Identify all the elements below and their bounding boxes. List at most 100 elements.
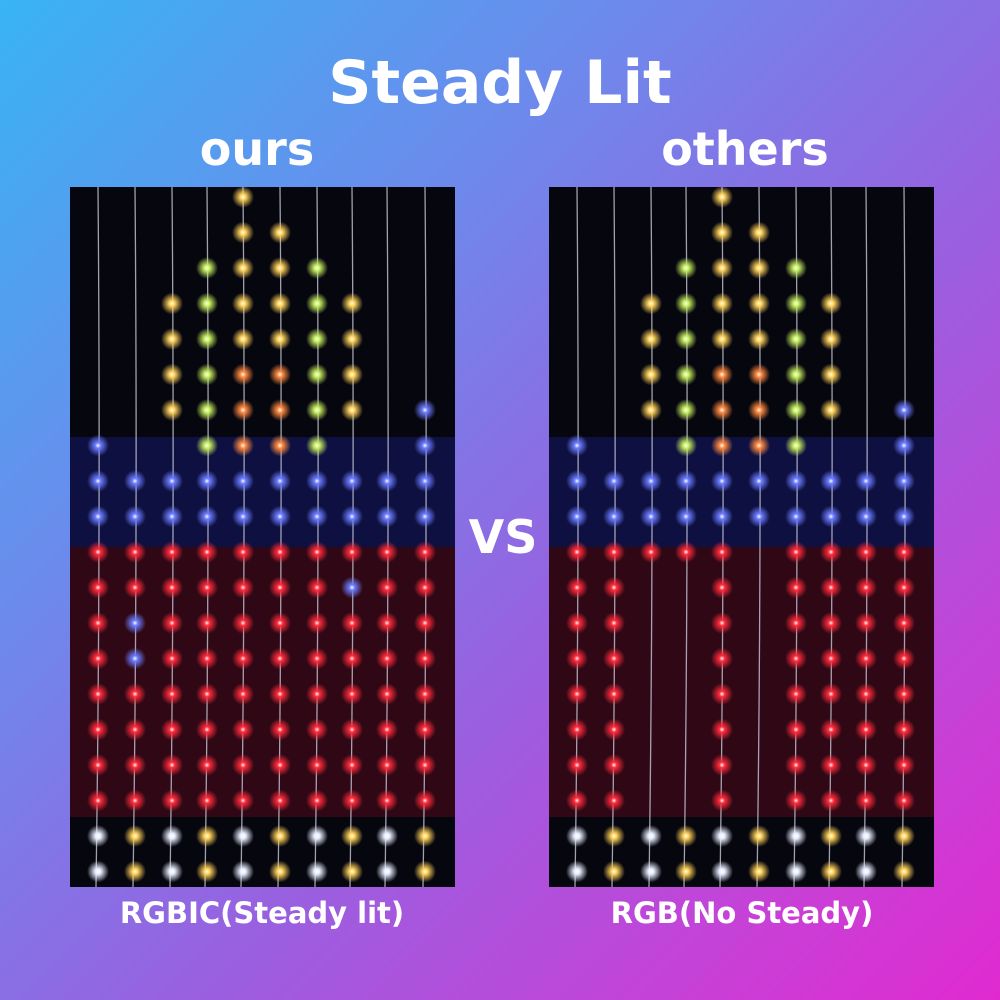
led-light [748, 399, 770, 421]
others-caption: RGB(No Steady) [610, 896, 874, 930]
led-light [893, 470, 915, 492]
light-strand [240, 187, 245, 887]
led-light [196, 434, 218, 457]
led-light [161, 825, 183, 847]
led-light [161, 754, 183, 776]
led-light [306, 789, 328, 812]
led-light [341, 754, 363, 776]
led-light [269, 257, 291, 279]
led-light [161, 399, 183, 421]
led-light [269, 683, 291, 705]
led-light [124, 647, 146, 670]
led-light [196, 683, 218, 705]
light-strand [648, 187, 653, 887]
led-light [124, 612, 146, 634]
led-light [269, 470, 291, 492]
led-light [376, 825, 398, 847]
led-light [124, 505, 146, 528]
led-light [161, 612, 183, 634]
led-light [232, 541, 254, 563]
led-light [341, 647, 363, 670]
light-strand [683, 187, 688, 887]
led-light [820, 789, 842, 812]
led-light [124, 754, 146, 776]
led-light [414, 541, 436, 563]
led-light [711, 825, 733, 847]
led-light [711, 612, 733, 634]
led-light [640, 541, 662, 563]
led-light [640, 399, 662, 421]
led-light [603, 754, 625, 776]
led-light [748, 860, 770, 883]
led-light [675, 434, 697, 457]
led-light [748, 470, 770, 492]
led-light [414, 789, 436, 812]
ours-curtain-light-photo [70, 187, 455, 887]
led-light [785, 292, 807, 315]
led-light [269, 292, 291, 315]
led-light [232, 647, 254, 670]
light-strand [204, 187, 209, 887]
led-light [711, 187, 733, 208]
led-light [196, 541, 218, 563]
led-light [196, 789, 218, 812]
led-light [87, 860, 109, 883]
led-light [161, 860, 183, 883]
ours-lights [70, 187, 455, 887]
led-light [711, 541, 733, 563]
led-light [748, 292, 770, 315]
led-light [269, 860, 291, 883]
led-light [603, 718, 625, 741]
led-light [675, 257, 697, 279]
led-light [566, 754, 588, 776]
led-light [196, 576, 218, 599]
led-light [820, 328, 842, 350]
light-strand [422, 187, 427, 887]
led-light [306, 257, 328, 279]
led-light [785, 505, 807, 528]
led-light [711, 789, 733, 812]
led-light [893, 434, 915, 457]
led-light [232, 860, 254, 883]
led-light [893, 789, 915, 812]
led-light [414, 434, 436, 457]
led-light [893, 683, 915, 705]
led-light [124, 683, 146, 705]
led-light [87, 612, 109, 634]
led-light [196, 257, 218, 279]
led-light [341, 328, 363, 350]
led-light [269, 789, 291, 812]
led-light [855, 754, 877, 776]
led-light [161, 683, 183, 705]
led-light [161, 292, 183, 315]
led-light [711, 292, 733, 315]
led-light [306, 612, 328, 634]
led-light [414, 576, 436, 599]
led-light [711, 257, 733, 279]
led-light [376, 718, 398, 741]
led-light [376, 683, 398, 705]
led-light [711, 860, 733, 883]
led-light [785, 612, 807, 634]
led-light [161, 789, 183, 812]
led-light [566, 683, 588, 705]
led-light [161, 363, 183, 386]
led-light [820, 612, 842, 634]
led-light [232, 363, 254, 386]
led-light [640, 470, 662, 492]
led-light [675, 363, 697, 386]
led-light [306, 399, 328, 421]
light-strand [611, 187, 616, 887]
led-light [232, 683, 254, 705]
led-light [232, 470, 254, 492]
led-light [820, 292, 842, 315]
led-light [306, 505, 328, 528]
led-light [196, 292, 218, 315]
led-light [232, 825, 254, 847]
led-light [820, 576, 842, 599]
led-light [161, 328, 183, 350]
led-light [748, 505, 770, 528]
led-light [414, 612, 436, 634]
led-light [376, 754, 398, 776]
led-light [640, 825, 662, 847]
